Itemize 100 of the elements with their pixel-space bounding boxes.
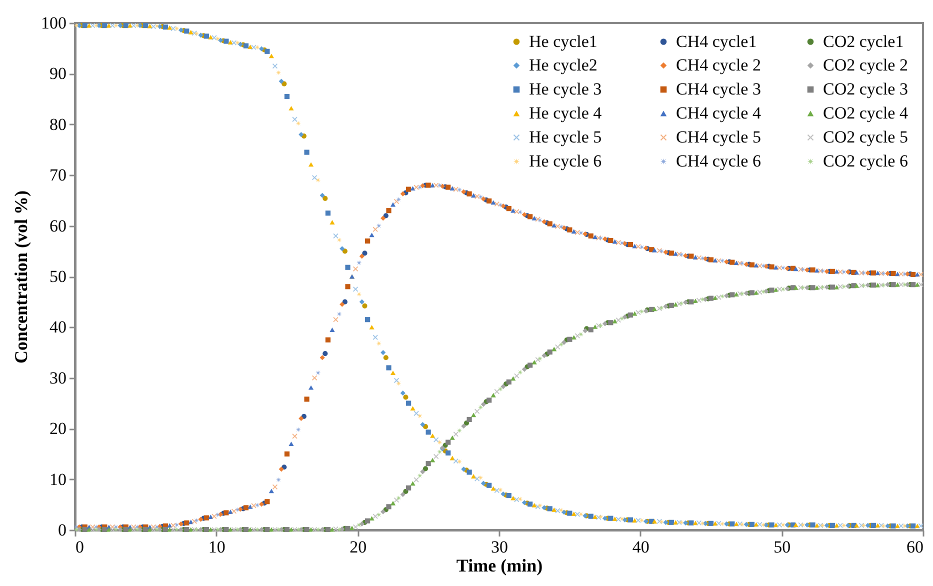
y-axis-title: Concentration (vol %) xyxy=(11,190,31,364)
point xyxy=(898,271,904,277)
point xyxy=(94,526,99,532)
point xyxy=(700,256,706,261)
legend-label: CO2 cycle 4 xyxy=(823,104,908,122)
point xyxy=(760,289,766,294)
point xyxy=(453,186,458,192)
point xyxy=(330,328,335,332)
point xyxy=(336,526,342,532)
point xyxy=(420,469,426,474)
point xyxy=(312,526,318,532)
point xyxy=(804,267,810,272)
point xyxy=(430,433,436,438)
point xyxy=(898,282,904,288)
point xyxy=(461,424,466,429)
point xyxy=(716,258,722,264)
point xyxy=(628,312,633,318)
point xyxy=(248,504,253,509)
point xyxy=(547,349,552,355)
point xyxy=(619,240,625,246)
point xyxy=(134,22,140,28)
point xyxy=(830,284,836,290)
point xyxy=(234,507,240,512)
point xyxy=(824,284,830,290)
point xyxy=(514,373,520,378)
point xyxy=(204,526,209,532)
y-tick-label: 90 xyxy=(50,64,66,84)
point xyxy=(793,522,798,528)
y-tick-label: 70 xyxy=(50,166,66,185)
point xyxy=(284,451,290,456)
point xyxy=(749,262,755,268)
point xyxy=(352,524,358,530)
point xyxy=(143,526,148,532)
point xyxy=(885,282,890,288)
point xyxy=(380,216,386,221)
point xyxy=(74,22,79,28)
point xyxy=(588,327,594,332)
point xyxy=(272,526,278,532)
point xyxy=(178,28,184,33)
legend-label: CO2 cycle 5 xyxy=(823,128,908,146)
point xyxy=(724,521,730,526)
point xyxy=(396,196,402,202)
point xyxy=(558,508,564,513)
point xyxy=(406,485,412,490)
point xyxy=(167,25,172,30)
point xyxy=(744,290,749,296)
point xyxy=(450,436,455,440)
point xyxy=(730,521,735,526)
point xyxy=(372,226,378,232)
point xyxy=(834,284,840,290)
point xyxy=(359,521,364,526)
x-tick-label: 30 xyxy=(491,538,508,556)
point xyxy=(178,526,184,532)
point xyxy=(390,500,396,506)
point xyxy=(356,522,362,528)
point xyxy=(810,285,816,290)
point xyxy=(773,265,779,270)
point xyxy=(426,430,431,435)
point xyxy=(749,290,755,296)
point xyxy=(542,353,547,358)
point xyxy=(215,512,220,518)
point xyxy=(555,508,560,514)
y-tick-label: 0 xyxy=(58,520,66,540)
point xyxy=(466,416,472,422)
point xyxy=(622,314,628,320)
point xyxy=(376,340,382,346)
point xyxy=(776,265,782,270)
point xyxy=(692,298,698,304)
point xyxy=(608,516,614,521)
legend-label: CH4 cycle 2 xyxy=(676,56,761,74)
point xyxy=(518,370,523,375)
point xyxy=(514,209,520,214)
point xyxy=(910,272,916,278)
point xyxy=(322,351,328,356)
point xyxy=(254,502,260,508)
point xyxy=(658,248,664,254)
x-tick-label: 20 xyxy=(350,538,367,556)
point xyxy=(793,285,798,290)
point xyxy=(390,370,396,376)
point xyxy=(830,522,836,528)
point xyxy=(510,376,516,381)
point xyxy=(268,54,274,58)
point xyxy=(396,496,402,501)
point xyxy=(345,264,350,270)
point xyxy=(875,270,880,276)
point xyxy=(636,244,641,250)
point xyxy=(683,253,688,258)
point xyxy=(542,219,547,224)
point xyxy=(532,360,537,364)
point xyxy=(814,268,820,273)
point xyxy=(325,210,331,216)
point xyxy=(914,282,920,287)
point xyxy=(561,510,567,515)
point xyxy=(316,370,321,376)
point xyxy=(198,526,204,532)
point xyxy=(793,266,798,272)
point xyxy=(841,269,846,274)
point xyxy=(154,23,160,29)
point xyxy=(174,526,180,532)
point xyxy=(369,516,374,521)
